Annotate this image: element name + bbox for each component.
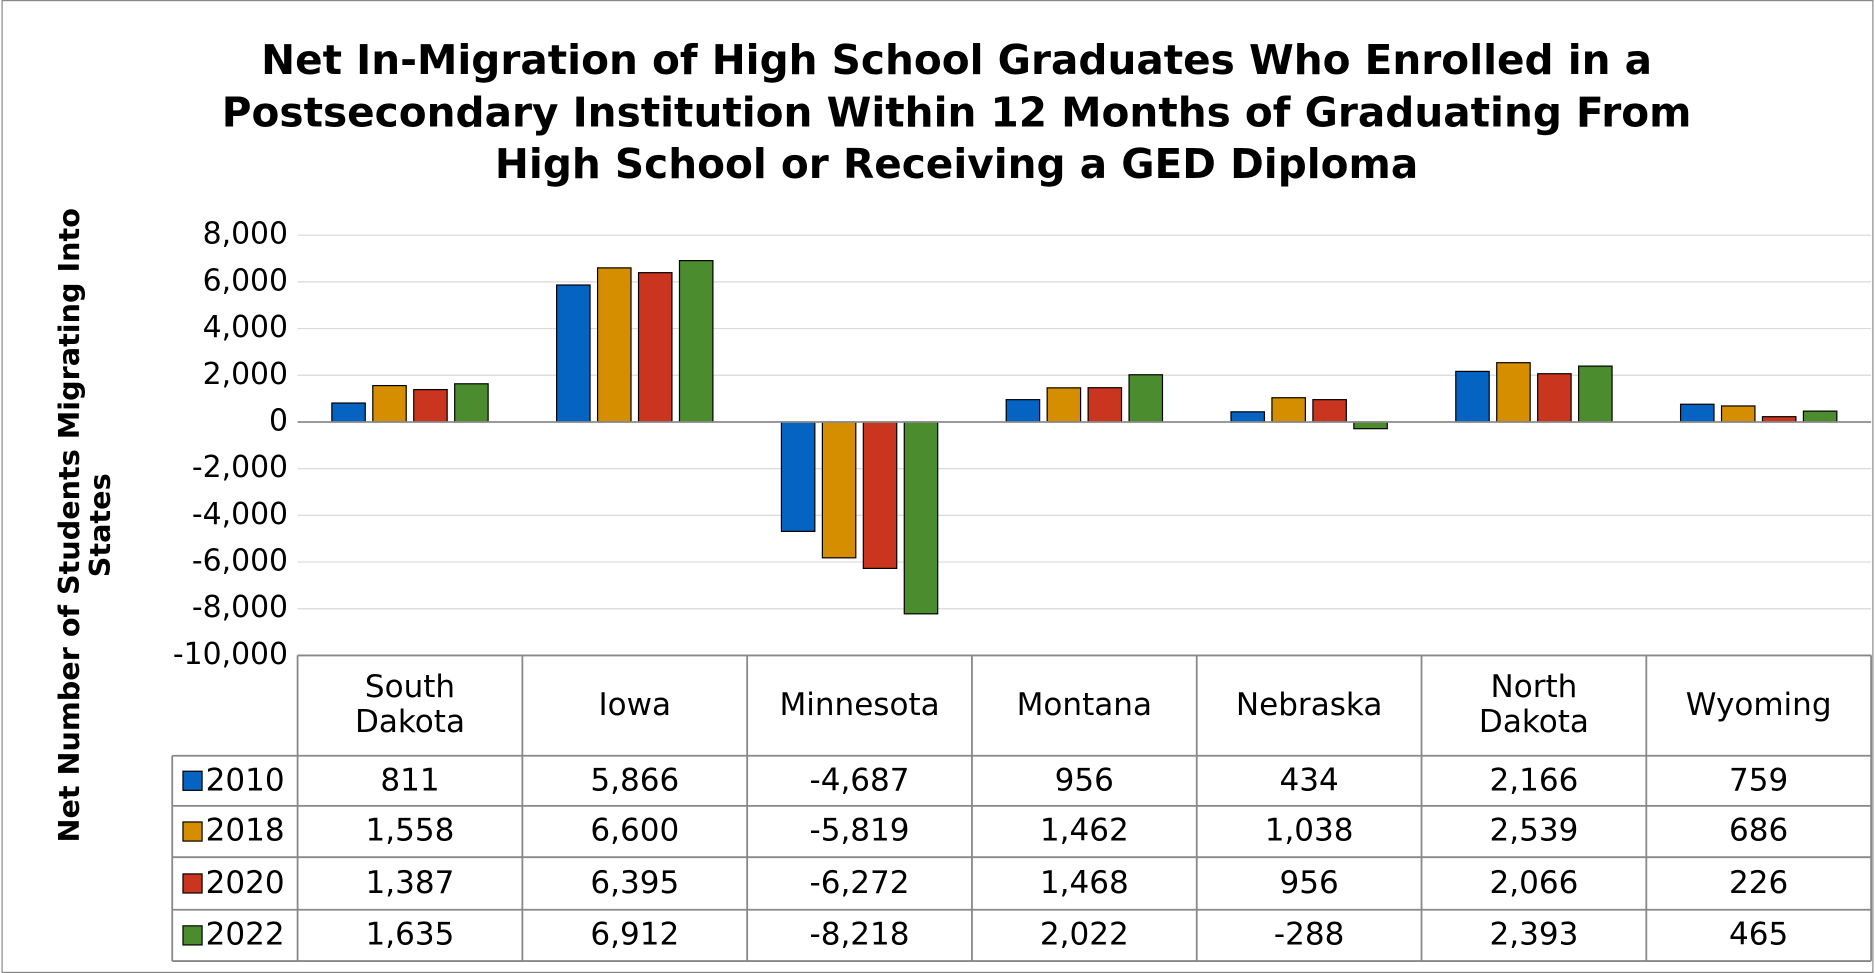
bar	[413, 388, 448, 423]
y-tick-label: -2,000	[192, 450, 288, 485]
bar	[1496, 362, 1531, 423]
value-label: 2,539	[1489, 813, 1579, 850]
value-label: 956	[1054, 762, 1114, 799]
bar	[637, 272, 673, 423]
value-label: -5,819	[809, 813, 910, 850]
bar	[821, 421, 857, 559]
y-tick-label: 4,000	[203, 310, 288, 345]
value-label: -288	[1273, 917, 1345, 953]
bar	[1271, 397, 1306, 423]
bar	[372, 384, 407, 423]
category-label: South Dakota	[354, 670, 465, 741]
category-label: Wyoming	[1685, 687, 1832, 724]
legend-label: 2010	[205, 762, 285, 799]
y-tick-label: 8,000	[203, 217, 288, 252]
value-label: 6,600	[590, 813, 680, 850]
plot: -10,000 -8,000 -6,000 -4,000 -2,000 0 2,000 4,0…	[171, 217, 1872, 962]
value-label: 6,912	[590, 917, 680, 953]
y-tick-label: -8,000	[192, 590, 288, 625]
bar	[454, 383, 489, 423]
bar	[678, 259, 714, 423]
value-label: -8,218	[809, 917, 910, 953]
legend-label: 2022	[205, 917, 285, 953]
y-tick-label: -6,000	[192, 544, 288, 579]
legend-key	[182, 770, 203, 791]
category-label: Minnesota	[779, 687, 940, 724]
legend-label: 2020	[205, 865, 285, 902]
value-label: 1,038	[1264, 813, 1354, 850]
legend-label: 2018	[205, 813, 285, 850]
category-label: Iowa	[598, 687, 672, 724]
category-label: North Dakota	[1478, 670, 1589, 741]
value-label: 6,395	[590, 865, 680, 902]
legend-key	[182, 821, 203, 842]
value-label: 2,166	[1489, 762, 1579, 799]
value-label: 226	[1729, 865, 1789, 902]
y-axis-label: Net Number of Students Migrating Into St…	[52, 208, 118, 843]
y-tick-label: 6,000	[203, 263, 288, 298]
y-tick-label: -4,000	[192, 497, 288, 532]
value-label: 1,387	[365, 865, 455, 902]
y-tick-label: 2,000	[203, 357, 288, 392]
value-label: 1,468	[1039, 865, 1129, 902]
value-label: 686	[1729, 813, 1789, 850]
category-label: Nebraska	[1235, 687, 1383, 724]
value-label: 5,866	[590, 762, 680, 799]
legend-key	[182, 925, 203, 946]
value-label: 811	[380, 762, 440, 799]
value-label: 2,393	[1489, 917, 1579, 953]
bar	[556, 284, 591, 423]
value-label: 465	[1729, 917, 1789, 953]
y-tick-label: 0	[269, 403, 288, 438]
value-label: 2,022	[1039, 917, 1129, 953]
category-label: Montana	[1016, 687, 1152, 724]
bar	[1537, 373, 1572, 423]
value-label: 434	[1279, 762, 1339, 799]
value-label: -6,272	[809, 865, 910, 902]
y-tick-label: -10,000	[173, 637, 288, 672]
chart-title: Net In-Migration of High School Graduate…	[221, 37, 1692, 189]
value-label: 759	[1729, 762, 1789, 799]
value-label: 1,462	[1039, 813, 1129, 850]
bar	[1455, 370, 1490, 423]
value-label: 2,066	[1489, 865, 1579, 902]
bar	[1046, 387, 1082, 423]
bar	[596, 267, 632, 423]
value-label: -4,687	[809, 762, 910, 799]
bar	[780, 421, 816, 532]
bar	[903, 421, 939, 615]
bar	[1087, 387, 1123, 423]
value-label: 1,635	[365, 917, 455, 953]
value-label: 956	[1279, 865, 1339, 902]
legend-key	[182, 873, 203, 894]
value-label: 1,558	[365, 813, 455, 850]
